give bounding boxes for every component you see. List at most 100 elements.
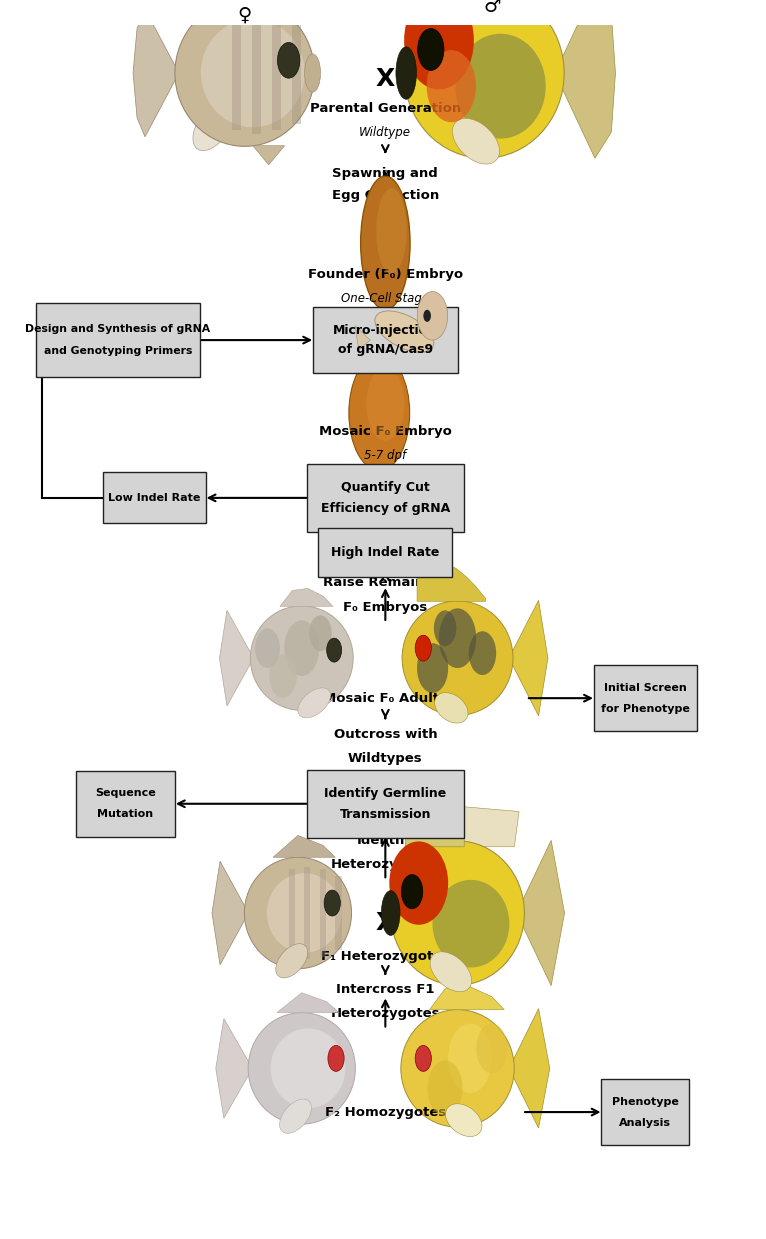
Bar [304,867,310,959]
Polygon shape [216,1018,250,1118]
Text: Mosaic F₀ Adults: Mosaic F₀ Adults [323,691,447,705]
Text: F₂ Homozygotes: F₂ Homozygotes [325,1105,446,1119]
Text: Identify Germline: Identify Germline [324,787,447,800]
Text: Heterozygotes: Heterozygotes [331,1007,440,1020]
Bar [289,870,295,957]
Ellipse shape [389,841,448,924]
Ellipse shape [453,119,499,164]
FancyBboxPatch shape [601,1079,689,1145]
Text: Phenotype: Phenotype [612,1097,679,1106]
Ellipse shape [427,50,476,123]
Text: Micro-injection: Micro-injection [333,323,437,337]
Ellipse shape [305,55,320,92]
Ellipse shape [375,311,434,352]
Circle shape [270,654,296,698]
Polygon shape [558,0,615,159]
Circle shape [448,1023,492,1093]
Bar [232,16,241,130]
Ellipse shape [175,0,315,146]
Bar [272,16,280,130]
Circle shape [309,616,332,652]
Circle shape [417,28,444,71]
Circle shape [277,42,300,78]
Polygon shape [277,992,339,1012]
Text: Wildtypes: Wildtypes [348,752,423,766]
FancyBboxPatch shape [307,463,463,532]
FancyBboxPatch shape [319,528,452,577]
Polygon shape [457,807,519,846]
Text: Outcross with: Outcross with [333,729,437,741]
Circle shape [417,643,448,693]
Text: for Phenotype: for Phenotype [601,704,689,714]
Bar [292,22,300,124]
FancyBboxPatch shape [36,304,200,377]
Ellipse shape [391,841,525,985]
Text: Efficiency of gRNA: Efficiency of gRNA [321,502,450,514]
Polygon shape [355,326,370,349]
Polygon shape [133,10,177,136]
Circle shape [417,291,447,339]
Text: Parental Generation: Parental Generation [309,102,461,115]
Text: Mosaic F₀ Embryo: Mosaic F₀ Embryo [319,425,452,437]
Circle shape [326,638,342,662]
Bar [252,12,260,134]
Ellipse shape [276,944,308,978]
Circle shape [439,608,476,668]
Circle shape [415,1046,431,1072]
Ellipse shape [404,0,474,89]
Ellipse shape [201,19,305,128]
Text: Sequence: Sequence [95,788,155,798]
Ellipse shape [433,880,509,968]
Text: Spawning and: Spawning and [332,167,438,181]
Bar [336,876,342,950]
Text: F₁ Heterozygotes: F₁ Heterozygotes [321,950,450,963]
Text: and Genotyping Primers: and Genotyping Primers [44,347,192,357]
Ellipse shape [349,356,410,471]
Circle shape [476,1023,507,1073]
Text: Intercross F1: Intercross F1 [336,983,434,996]
Polygon shape [417,560,486,601]
Text: Identify: Identify [356,834,414,846]
Polygon shape [280,589,333,606]
Ellipse shape [434,693,468,724]
Text: Raise Remaining: Raise Remaining [323,576,448,590]
Polygon shape [519,840,565,986]
Circle shape [328,1046,344,1072]
FancyBboxPatch shape [76,771,175,836]
Ellipse shape [244,857,352,969]
Polygon shape [405,787,464,846]
Polygon shape [220,611,252,706]
Circle shape [427,1061,463,1116]
Circle shape [255,628,280,668]
Ellipse shape [361,176,410,310]
Ellipse shape [280,1099,312,1134]
Text: ♀: ♀ [237,5,252,25]
FancyBboxPatch shape [594,665,697,731]
Text: Initial Screen: Initial Screen [604,683,686,693]
Ellipse shape [193,103,233,151]
Text: Transmission: Transmission [339,808,431,820]
Text: Mutation: Mutation [97,809,153,819]
Text: F₀ Embryos: F₀ Embryos [343,601,427,613]
Text: Founder (F₀) Embryo: Founder (F₀) Embryo [308,268,463,281]
Polygon shape [510,1009,550,1127]
Ellipse shape [376,188,407,274]
Ellipse shape [250,606,353,710]
Ellipse shape [430,952,472,991]
Text: ♂: ♂ [483,0,500,16]
Text: One-Cell Stage: One-Cell Stage [342,292,430,305]
Circle shape [415,636,431,662]
Bar [319,870,326,957]
Polygon shape [273,835,336,857]
Text: 5-7 dpf: 5-7 dpf [365,449,407,462]
Ellipse shape [270,1028,345,1108]
Ellipse shape [366,368,404,441]
Text: Egg Collection: Egg Collection [332,190,439,202]
Text: Quantify Cut: Quantify Cut [341,481,430,494]
Ellipse shape [456,33,545,139]
Text: Analysis: Analysis [619,1118,671,1127]
Circle shape [469,631,496,675]
Text: High Indel Rate: High Indel Rate [331,546,440,559]
Text: Low Indel Rate: Low Indel Rate [108,493,201,503]
FancyBboxPatch shape [103,472,206,523]
